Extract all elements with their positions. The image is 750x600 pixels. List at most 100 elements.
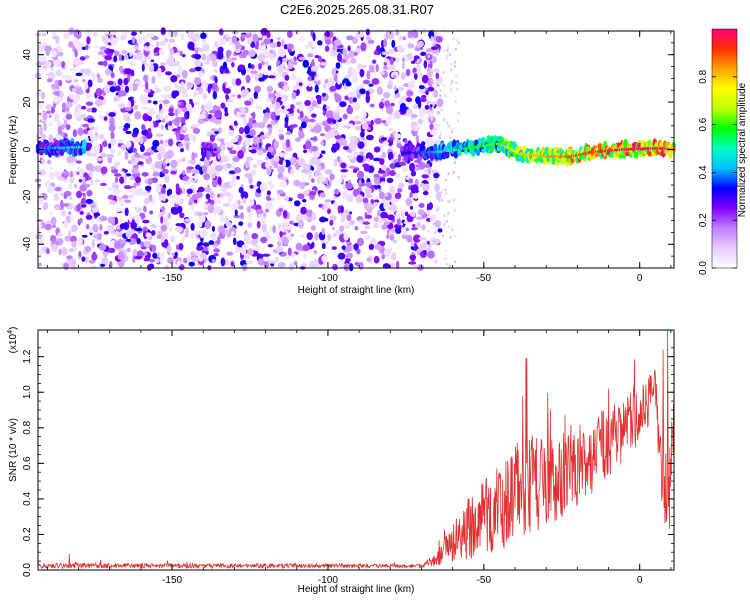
noise-blob <box>191 256 199 262</box>
noise-blob <box>351 68 358 78</box>
noise-blob <box>230 93 237 98</box>
noise-blob <box>231 231 235 236</box>
noise-blob <box>367 39 375 45</box>
noise-blob <box>82 78 86 83</box>
noise-blob <box>300 206 307 215</box>
noise-blob <box>191 123 200 128</box>
noise-blob <box>124 207 129 217</box>
noise-blob <box>78 179 83 183</box>
noise-blob <box>126 247 131 253</box>
noise-blob <box>332 118 337 125</box>
noise-blob <box>190 134 195 140</box>
noise-blob <box>77 256 82 260</box>
noise-blob <box>433 127 437 131</box>
noise-blob <box>146 264 153 271</box>
noise-blob <box>132 254 136 264</box>
noise-blob <box>420 51 427 57</box>
noise-blob <box>321 243 326 250</box>
noise-blob <box>427 250 435 259</box>
noise-blob <box>321 227 326 235</box>
noise-blob <box>55 69 63 77</box>
noise-blob <box>39 55 47 62</box>
noise-blob <box>107 194 115 200</box>
noise-blob <box>170 170 177 175</box>
noise-blob <box>312 151 321 159</box>
noise-blob <box>383 248 391 257</box>
noise-blob <box>393 85 397 92</box>
noise-blob <box>74 66 80 70</box>
noise-blob <box>354 115 360 122</box>
noise-blob <box>249 184 254 189</box>
noise-blob <box>99 182 107 187</box>
noise-blob <box>235 146 241 151</box>
noise-blob <box>378 191 385 200</box>
noise-blob <box>75 30 82 40</box>
noise-blob <box>135 188 144 196</box>
noise-blob <box>228 129 235 137</box>
noise-blob <box>213 68 218 73</box>
noise-blob <box>324 169 333 175</box>
noise-blob <box>350 57 357 64</box>
noise-blob <box>260 27 269 36</box>
noise-blob <box>130 31 138 36</box>
noise-blob <box>306 85 313 92</box>
noise-blob <box>116 224 121 230</box>
noise-blob <box>381 224 388 230</box>
noise-blob <box>268 260 277 264</box>
noise-blob <box>308 118 316 123</box>
noise-blob <box>226 33 230 38</box>
noise-blob <box>184 218 192 222</box>
noise-blob <box>281 236 290 245</box>
noise-blob <box>231 61 235 68</box>
noise-blob <box>258 63 262 70</box>
noise-blob <box>233 214 241 219</box>
noise-blob <box>383 201 391 210</box>
noise-blob <box>114 173 122 177</box>
noise-blob <box>160 124 165 130</box>
signal-blob <box>489 136 495 141</box>
noise-blob <box>158 42 164 46</box>
noise-blob <box>438 199 441 203</box>
noise-blob <box>131 36 136 45</box>
colorbar-tick-label: 0.4 <box>698 165 709 179</box>
noise-blob <box>219 192 225 198</box>
noise-blob <box>85 214 93 220</box>
noise-blob <box>340 139 348 147</box>
noise-blob <box>446 121 449 125</box>
noise-blob <box>110 72 115 79</box>
noise-blob <box>349 220 355 226</box>
noise-blob <box>322 120 328 127</box>
noise-blob <box>82 123 90 128</box>
noise-blob <box>35 91 43 96</box>
noise-blob <box>166 189 170 197</box>
noise-blob <box>116 125 125 130</box>
noise-blob <box>76 190 82 199</box>
noise-blob <box>84 256 90 264</box>
noise-blob <box>378 71 386 75</box>
noise-blob <box>348 50 355 59</box>
noise-blob <box>174 116 182 123</box>
noise-blob <box>39 169 47 176</box>
noise-blob <box>399 102 407 112</box>
noise-blob <box>108 117 116 127</box>
noise-blob <box>321 254 328 263</box>
noise-blob <box>135 176 142 184</box>
noise-blob <box>98 51 105 56</box>
noise-blob <box>327 208 332 215</box>
noise-blob <box>369 103 375 108</box>
noise-blob <box>53 59 60 66</box>
noise-blob <box>188 232 196 239</box>
noise-blob <box>230 261 235 267</box>
noise-blob <box>324 199 332 203</box>
noise-blob <box>277 165 286 174</box>
noise-blob <box>355 194 364 204</box>
noise-blob <box>450 62 453 66</box>
noise-blob <box>190 251 196 257</box>
noise-blob <box>110 138 116 146</box>
noise-blob <box>108 112 116 117</box>
noise-blob <box>209 134 215 142</box>
noise-blob <box>429 79 434 83</box>
noise-blob <box>358 179 362 185</box>
noise-blob <box>71 241 77 248</box>
noise-blob <box>70 224 78 233</box>
